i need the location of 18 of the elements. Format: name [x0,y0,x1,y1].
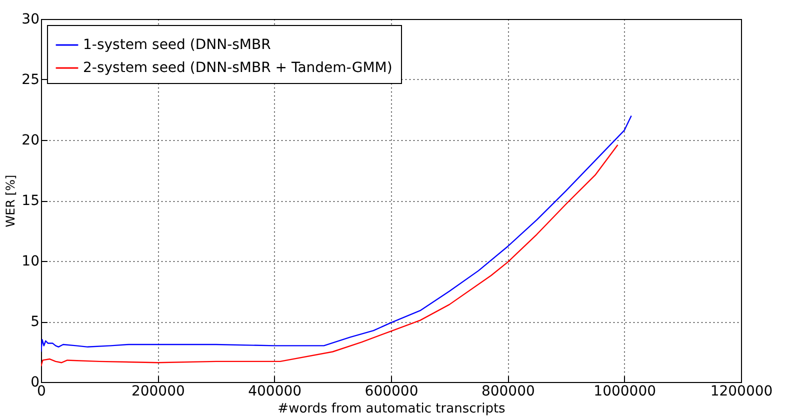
y-tick-label: 15 [22,193,40,209]
line-series [41,144,618,367]
legend-label: 2-system seed (DNN-sMBR + Tandem-GMM) [83,60,392,76]
legend-label: 1-system seed (DNN-sMBR [83,37,272,53]
x-tick-label: 1000000 [594,384,656,400]
x-tick-label: 200000 [131,384,185,400]
y-tick-label: 25 [22,72,40,88]
y-tick-label: 20 [22,132,40,148]
x-tick-label: 1200000 [710,384,773,400]
x-tick-label: 400000 [248,384,302,400]
y-tick-label: 10 [22,254,40,270]
x-tick-label: 800000 [481,384,535,400]
x-tick-label: 600000 [364,384,418,400]
y-axis-title: WER [%] [4,174,18,228]
y-tick-label: 30 [22,12,40,28]
x-axis-title: #words from automatic transcripts [278,402,506,416]
line-series [41,115,632,352]
y-tick-label: 5 [30,314,40,330]
